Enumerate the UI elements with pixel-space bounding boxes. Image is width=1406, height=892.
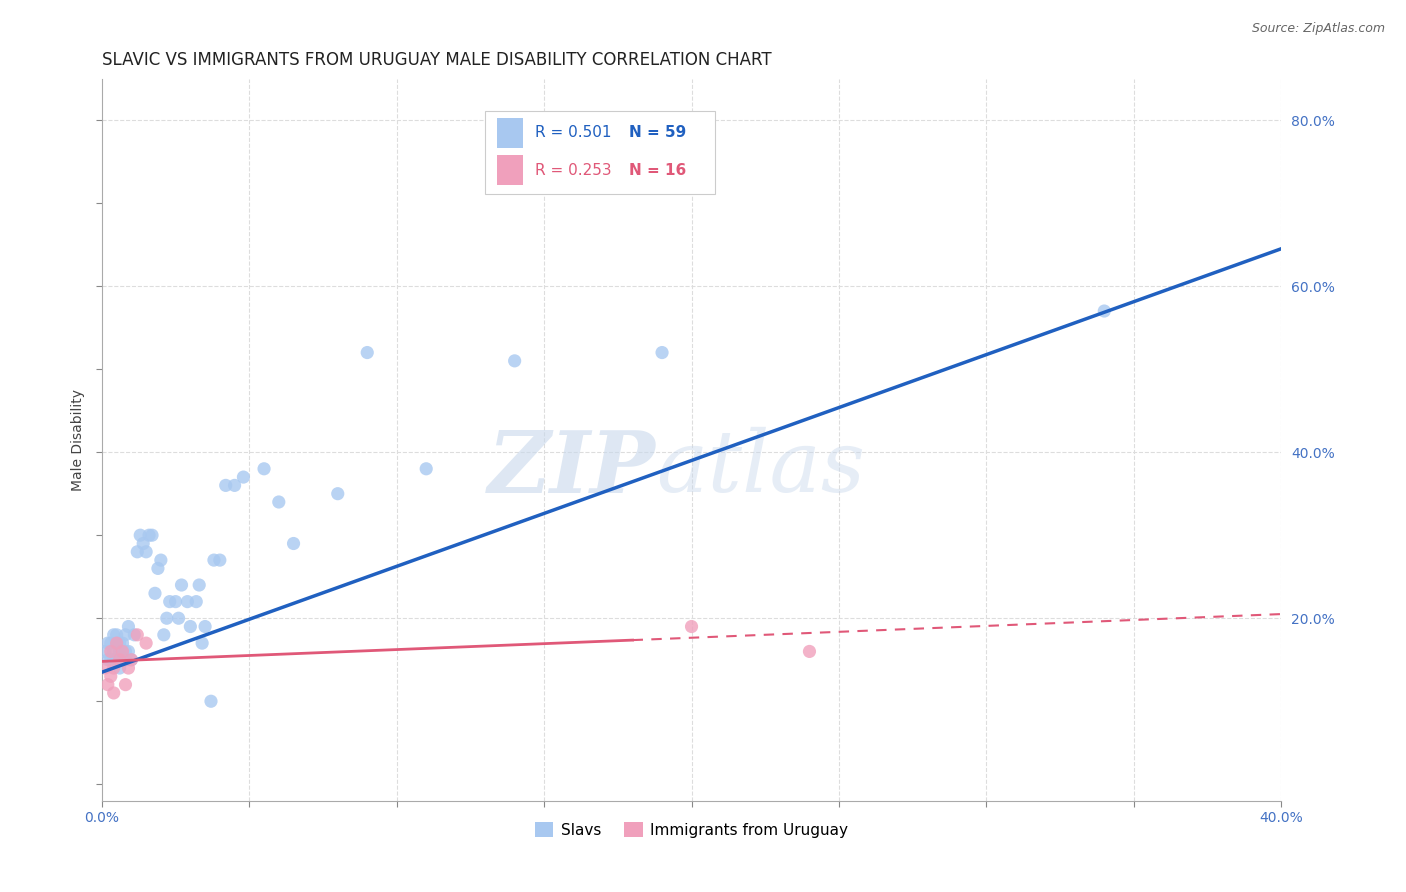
Point <box>224 478 246 492</box>
Point <box>120 653 142 667</box>
Point <box>153 628 176 642</box>
Point <box>111 653 134 667</box>
Point <box>135 545 157 559</box>
Point <box>124 628 146 642</box>
Point <box>681 619 703 633</box>
Text: R = 0.253: R = 0.253 <box>534 163 612 178</box>
Point <box>100 669 122 683</box>
Point <box>100 653 122 667</box>
Point <box>117 644 139 658</box>
Point <box>141 528 163 542</box>
Point <box>105 636 128 650</box>
Text: N = 16: N = 16 <box>628 163 686 178</box>
Point <box>156 611 179 625</box>
Point <box>135 636 157 650</box>
Point <box>267 495 290 509</box>
Text: ZIP: ZIP <box>488 427 657 510</box>
Text: N = 59: N = 59 <box>628 125 686 140</box>
Point <box>120 653 142 667</box>
FancyBboxPatch shape <box>485 112 716 194</box>
Point <box>176 594 198 608</box>
Point <box>108 653 131 667</box>
Point <box>127 545 149 559</box>
Point <box>103 628 125 642</box>
Point <box>108 636 131 650</box>
Point <box>100 644 122 658</box>
Point <box>111 636 134 650</box>
Point <box>146 561 169 575</box>
Point <box>253 462 276 476</box>
Point <box>132 536 155 550</box>
Point <box>105 636 128 650</box>
Text: R = 0.501: R = 0.501 <box>534 125 612 140</box>
Point <box>202 553 225 567</box>
Point <box>165 594 187 608</box>
Point <box>103 653 125 667</box>
Point <box>117 619 139 633</box>
Point <box>167 611 190 625</box>
Text: SLAVIC VS IMMIGRANTS FROM URUGUAY MALE DISABILITY CORRELATION CHART: SLAVIC VS IMMIGRANTS FROM URUGUAY MALE D… <box>101 51 772 69</box>
Point <box>799 644 821 658</box>
Bar <box>496 155 523 186</box>
Point <box>105 628 128 642</box>
Text: atlas: atlas <box>657 427 865 510</box>
Point <box>94 661 117 675</box>
Point <box>111 644 134 658</box>
Point <box>186 594 208 608</box>
Point <box>103 661 125 675</box>
Y-axis label: Male Disability: Male Disability <box>72 389 86 491</box>
Point <box>159 594 181 608</box>
Point <box>232 470 254 484</box>
Point <box>127 628 149 642</box>
Point <box>149 553 172 567</box>
Point <box>129 528 152 542</box>
Point <box>356 345 378 359</box>
Point <box>651 345 673 359</box>
Point <box>114 653 136 667</box>
Point <box>114 628 136 642</box>
Point <box>138 528 160 542</box>
Point <box>503 354 526 368</box>
Legend: Slavs, Immigrants from Uruguay: Slavs, Immigrants from Uruguay <box>529 815 855 844</box>
Point <box>94 644 117 658</box>
Point <box>103 686 125 700</box>
Point <box>100 636 122 650</box>
Point <box>283 536 305 550</box>
Point <box>179 619 201 633</box>
Point <box>143 586 166 600</box>
Point <box>415 462 437 476</box>
Point <box>188 578 211 592</box>
Text: Source: ZipAtlas.com: Source: ZipAtlas.com <box>1251 22 1385 36</box>
Point <box>97 653 120 667</box>
Point <box>117 661 139 675</box>
Point <box>200 694 222 708</box>
Point <box>97 678 120 692</box>
Point <box>108 644 131 658</box>
Bar <box>496 118 523 148</box>
Point <box>208 553 231 567</box>
Point <box>103 644 125 658</box>
Point <box>170 578 193 592</box>
Point <box>215 478 238 492</box>
Point <box>1092 304 1115 318</box>
Point <box>108 661 131 675</box>
Point <box>105 653 128 667</box>
Point <box>114 678 136 692</box>
Point <box>194 619 217 633</box>
Point <box>191 636 214 650</box>
Point <box>326 486 349 500</box>
Point <box>97 636 120 650</box>
Point <box>114 644 136 658</box>
